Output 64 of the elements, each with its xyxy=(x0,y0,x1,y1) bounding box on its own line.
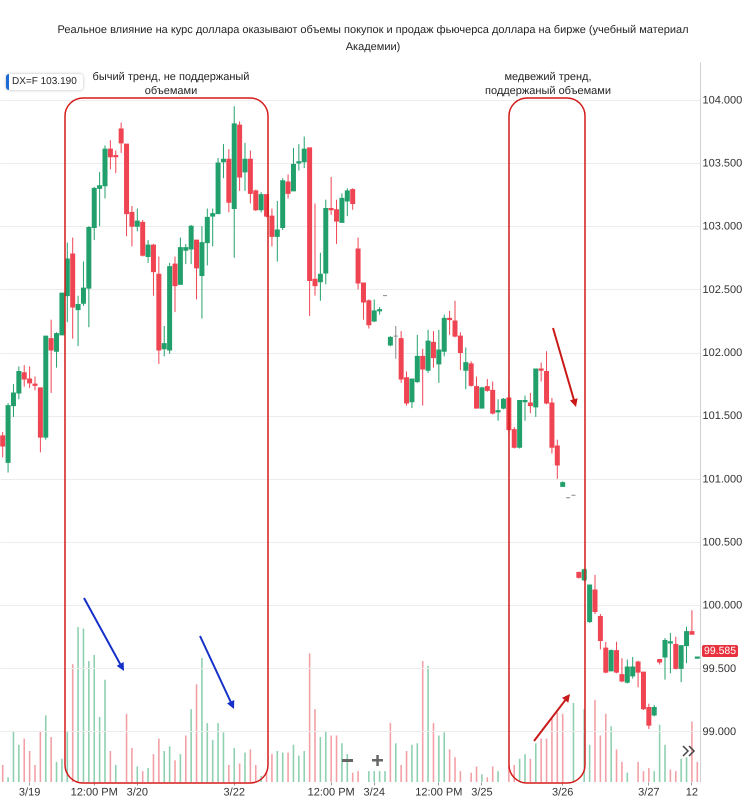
text: 99.585 xyxy=(702,645,738,657)
candlestick xyxy=(474,376,480,409)
candlestick xyxy=(608,648,614,672)
candlestick xyxy=(468,360,474,388)
candlestick xyxy=(286,174,291,199)
y-tick-label: 102.500 xyxy=(702,284,742,296)
y-tick-label: 99.000 xyxy=(702,726,736,738)
candlestick xyxy=(172,256,178,313)
x-tick-label: 3/25 xyxy=(471,786,493,798)
candlestick xyxy=(447,310,452,336)
y-tick-label: 101.000 xyxy=(702,473,742,486)
candlestick xyxy=(673,636,678,670)
y-tick-label: 100.000 xyxy=(702,600,742,612)
candlestick xyxy=(652,704,657,717)
candlestick xyxy=(32,376,38,391)
y-tick-label: 103.000 xyxy=(702,220,742,233)
candlestick xyxy=(350,188,356,210)
x-tick-label: 12:00 PM xyxy=(70,786,118,798)
x-tick-label: 3/27 xyxy=(638,786,660,798)
candlestick xyxy=(689,610,694,635)
x-tick-label: 3/20 xyxy=(126,786,148,798)
candlestick xyxy=(0,432,6,458)
candlestick xyxy=(274,200,280,262)
x-tick-label: 12:00 PM xyxy=(415,786,462,798)
candlestick xyxy=(603,641,608,674)
y-tick-label: 101.500 xyxy=(702,410,742,422)
annotation: бычий тренд, не поддержаный объемами xyxy=(92,70,250,98)
candlestick xyxy=(479,386,484,409)
x-tick-label: 3/22 xyxy=(224,786,245,798)
candlestick xyxy=(592,574,598,614)
candlestick xyxy=(420,348,426,406)
candlestick xyxy=(388,336,393,347)
annotation: DX=F 103.190 xyxy=(6,74,83,90)
candlestick xyxy=(496,398,501,422)
candlestick xyxy=(463,346,468,390)
candlestick xyxy=(269,208,274,247)
candlestick xyxy=(500,398,506,410)
candlestick xyxy=(258,192,264,213)
y-tick-label: 104.000 xyxy=(702,94,742,106)
x-tick-label: 3/19 xyxy=(18,786,40,798)
candlestick xyxy=(242,142,248,192)
x-tick-label: 3/24 xyxy=(364,786,385,798)
candlestick xyxy=(146,240,151,264)
y-tick-label: 100.500 xyxy=(702,536,742,548)
candlestick xyxy=(220,144,226,179)
candlestick xyxy=(598,614,603,650)
candlestick xyxy=(118,122,124,154)
candlestick xyxy=(528,392,533,414)
candlestick xyxy=(318,252,323,302)
candlestick xyxy=(48,319,54,394)
chart-title: Реальное влияние на курс доллара оказывают объемы покупок и продаж фьючерса доллара на бирже (учебный материал Академии) xyxy=(56,23,690,55)
candlestick xyxy=(430,330,436,368)
y-tick-label: 102.000 xyxy=(702,347,742,360)
y-tick-label: 99.500 xyxy=(702,662,736,675)
candlestick xyxy=(538,362,544,382)
y-tick-label: 103.500 xyxy=(702,158,742,170)
candlestick xyxy=(619,658,624,683)
candlestick xyxy=(614,641,620,674)
candlestick xyxy=(134,208,140,232)
x-tick-label: 3/26 xyxy=(552,786,574,798)
annotation: медвежий тренд, поддержаный объемами xyxy=(484,70,612,98)
x-tick-label: 12 xyxy=(686,786,698,798)
candlestick xyxy=(76,295,81,347)
x-tick-label: 12:00 PM xyxy=(308,786,355,798)
